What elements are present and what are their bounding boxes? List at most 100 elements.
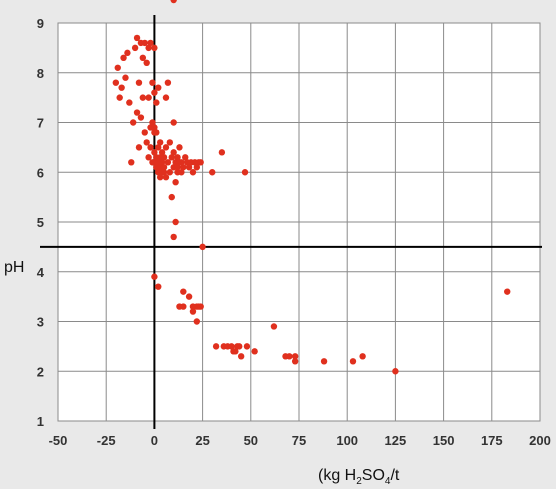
data-point	[135, 144, 143, 151]
y-tick-label: 1	[37, 414, 44, 429]
data-point	[212, 343, 220, 350]
data-point	[178, 159, 185, 166]
data-point	[147, 144, 154, 151]
data-point	[228, 343, 235, 350]
data-point	[172, 179, 179, 186]
x-tick-label: 175	[481, 433, 503, 448]
data-point	[270, 323, 278, 330]
gridlines	[57, 22, 541, 422]
data-point	[504, 288, 511, 295]
data-point	[218, 149, 226, 156]
data-point	[116, 94, 123, 101]
data-point	[160, 154, 168, 161]
data-point	[286, 353, 293, 360]
data-point	[174, 154, 181, 161]
data-point	[180, 303, 187, 310]
data-point	[162, 174, 170, 181]
data-point	[243, 343, 251, 350]
data-point	[176, 144, 183, 151]
data-point	[149, 119, 156, 126]
x-tick-label: 0	[151, 433, 158, 448]
data-point	[349, 358, 357, 365]
x-axis-label: (kg H2SO4/t	[318, 467, 400, 487]
data-point	[120, 54, 127, 62]
x-label-prefix: (kg H	[318, 467, 356, 484]
data-point	[139, 94, 147, 101]
data-point	[160, 164, 168, 171]
data-point	[158, 159, 166, 166]
data-point	[237, 353, 245, 360]
y-tick-label: 4	[37, 265, 45, 280]
data-point	[178, 169, 185, 176]
data-point	[145, 94, 152, 101]
data-point	[170, 149, 177, 156]
data-point	[126, 99, 133, 106]
data-point	[197, 159, 204, 166]
x-label-subscript-2: 2	[356, 476, 362, 487]
data-point	[139, 54, 147, 62]
y-tick-label: 2	[37, 364, 44, 379]
data-point	[232, 348, 239, 355]
data-point	[129, 119, 137, 126]
x-tick-label: 150	[433, 433, 455, 448]
data-point	[180, 288, 187, 295]
data-point	[153, 99, 160, 106]
x-tick-label: 50	[244, 433, 258, 448]
data-point	[141, 129, 148, 136]
data-point	[147, 39, 154, 47]
data-point	[182, 154, 189, 161]
x-tick-label: 25	[195, 433, 209, 448]
x-label-suffix: /t	[390, 467, 399, 484]
data-point	[166, 139, 174, 146]
data-point	[209, 169, 216, 176]
data-point	[236, 343, 243, 350]
data-point	[145, 44, 152, 52]
data-point	[193, 303, 201, 310]
data-point	[180, 164, 187, 171]
data-point	[128, 159, 135, 166]
data-point	[168, 154, 175, 161]
data-point	[168, 193, 175, 201]
x-label-mid: SO	[362, 467, 385, 484]
y-tick-label: 7	[37, 116, 44, 131]
data-point	[164, 159, 172, 166]
data-point	[151, 149, 158, 156]
data-point	[359, 353, 366, 360]
data-point	[172, 218, 179, 226]
data-point	[145, 154, 152, 161]
data-point	[160, 169, 168, 176]
data-point	[170, 0, 177, 4]
data-point	[151, 124, 158, 131]
data-point	[156, 139, 164, 146]
x-tick-label: 125	[385, 433, 407, 448]
data-point	[155, 84, 162, 91]
data-point	[112, 79, 120, 86]
data-point	[162, 144, 170, 151]
data-point	[131, 44, 139, 52]
data-point	[149, 79, 156, 86]
data-point	[124, 49, 131, 57]
data-point	[133, 34, 141, 42]
y-tick-labels: 1 2 3 4 5 6 7 8 9	[37, 16, 45, 429]
data-point	[156, 174, 164, 181]
x-label-subscript-4: 4	[385, 476, 391, 487]
data-point	[170, 119, 177, 126]
data-point	[164, 79, 172, 86]
x-tick-labels: -50 -25 0 25 50 75 100 125 150 175 200	[49, 433, 551, 448]
data-point	[241, 169, 249, 176]
y-tick-label: 6	[37, 165, 44, 180]
data-point	[193, 318, 201, 325]
x-tick-label: -50	[49, 433, 68, 448]
data-point	[158, 149, 166, 156]
data-point	[170, 233, 177, 241]
data-point	[199, 243, 206, 251]
data-point	[291, 358, 299, 365]
data-point	[151, 273, 158, 280]
data-point	[153, 129, 160, 136]
data-points	[112, 0, 511, 375]
data-point	[320, 358, 328, 365]
data-point	[189, 169, 197, 176]
data-point	[185, 293, 193, 300]
